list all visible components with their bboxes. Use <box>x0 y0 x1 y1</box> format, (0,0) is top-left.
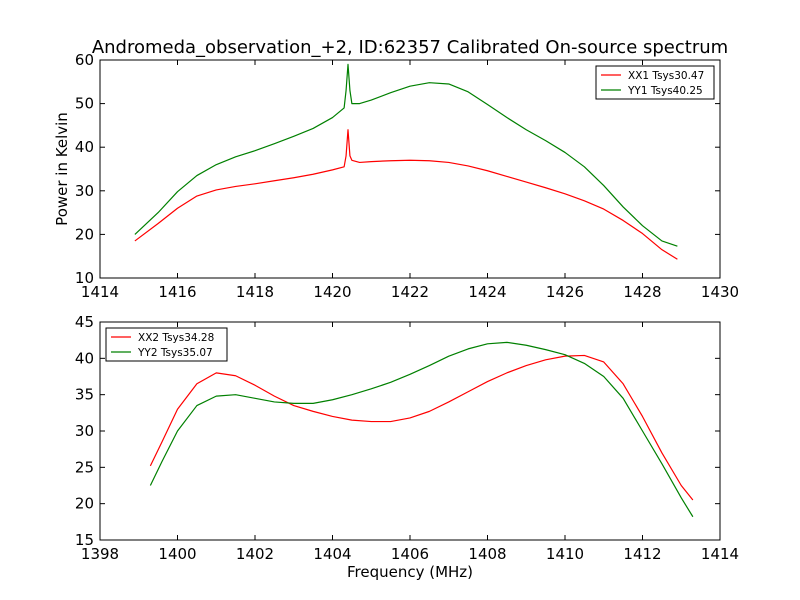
legend-label: XX2 Tsys34.28 <box>138 332 214 344</box>
x-tick-label: 1404 <box>313 545 351 563</box>
y-tick-label: 35 <box>75 386 94 404</box>
y-tick-label: 20 <box>75 495 94 513</box>
legend-label: YY1 Tsys40.25 <box>627 85 703 97</box>
legend-frame <box>105 327 228 362</box>
x-tick-label: 1416 <box>158 283 196 301</box>
x-tick-label: 1410 <box>546 545 584 563</box>
y-tick-label: 40 <box>75 138 94 156</box>
y-tick-label: 50 <box>75 95 94 113</box>
x-axis-label: Frequency (MHz) <box>347 563 473 581</box>
y-axis-label: Power in Kelvin <box>53 112 71 226</box>
x-tick-label: 1428 <box>623 283 661 301</box>
y-tick-label: 15 <box>75 531 94 549</box>
x-tick-label: 1402 <box>236 545 274 563</box>
x-tick-label: 1422 <box>391 283 429 301</box>
y-tick-label: 45 <box>75 313 94 331</box>
y-tick-label: 25 <box>75 458 94 476</box>
legend-label: XX1 Tsys30.47 <box>628 70 704 82</box>
series-line-2-2 <box>149 341 694 518</box>
x-tick-label: 1414 <box>81 283 119 301</box>
x-tick-label: 1418 <box>236 283 274 301</box>
plot-panel-2: 1398 1400 1402 1404 1406 1408 1410 1412 1414 15 20… <box>75 313 739 581</box>
y-tick-label: 10 <box>75 269 94 287</box>
legend-2: XX2 Tsys34.28 YY2 Tsys35.07 <box>105 327 228 362</box>
x-tick-label: 1406 <box>391 545 429 563</box>
chart-title: Andromeda_observation_+2, ID:62357 Calib… <box>92 37 728 58</box>
series-line-2-1 <box>149 354 694 501</box>
x-tick-label: 1408 <box>468 545 506 563</box>
x-tick-label: 1424 <box>468 283 506 301</box>
x-tick-label: 1426 <box>546 283 584 301</box>
x-tick-label: 1400 <box>158 545 196 563</box>
y-tick-label: 20 <box>75 225 94 243</box>
y-tick-label: 60 <box>75 51 94 69</box>
y-tick-label: 30 <box>75 182 94 200</box>
x-tick-label: 1420 <box>313 283 351 301</box>
legend-frame <box>595 65 715 100</box>
plot-panel-1: 1414 1416 1418 1420 1422 1424 1426 1428 1430 10 20… <box>53 51 739 301</box>
y-tick-label: 40 <box>75 349 94 367</box>
x-tick-label: 1398 <box>81 545 119 563</box>
legend-1: XX1 Tsys30.47 YY1 Tsys40.25 <box>595 65 715 100</box>
x-tick-label: 1412 <box>623 545 661 563</box>
x-tick-label: 1414 <box>701 545 739 563</box>
series-line-1-1 <box>134 129 678 260</box>
legend-label: YY2 Tsys35.07 <box>137 347 213 359</box>
x-tick-label: 1430 <box>701 283 739 301</box>
series-line-1-2 <box>134 63 678 247</box>
y-tick-label: 30 <box>75 422 94 440</box>
